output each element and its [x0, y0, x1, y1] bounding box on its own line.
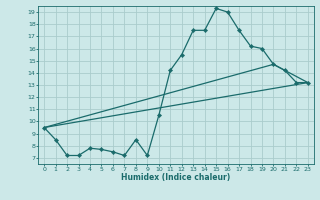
X-axis label: Humidex (Indice chaleur): Humidex (Indice chaleur): [121, 173, 231, 182]
